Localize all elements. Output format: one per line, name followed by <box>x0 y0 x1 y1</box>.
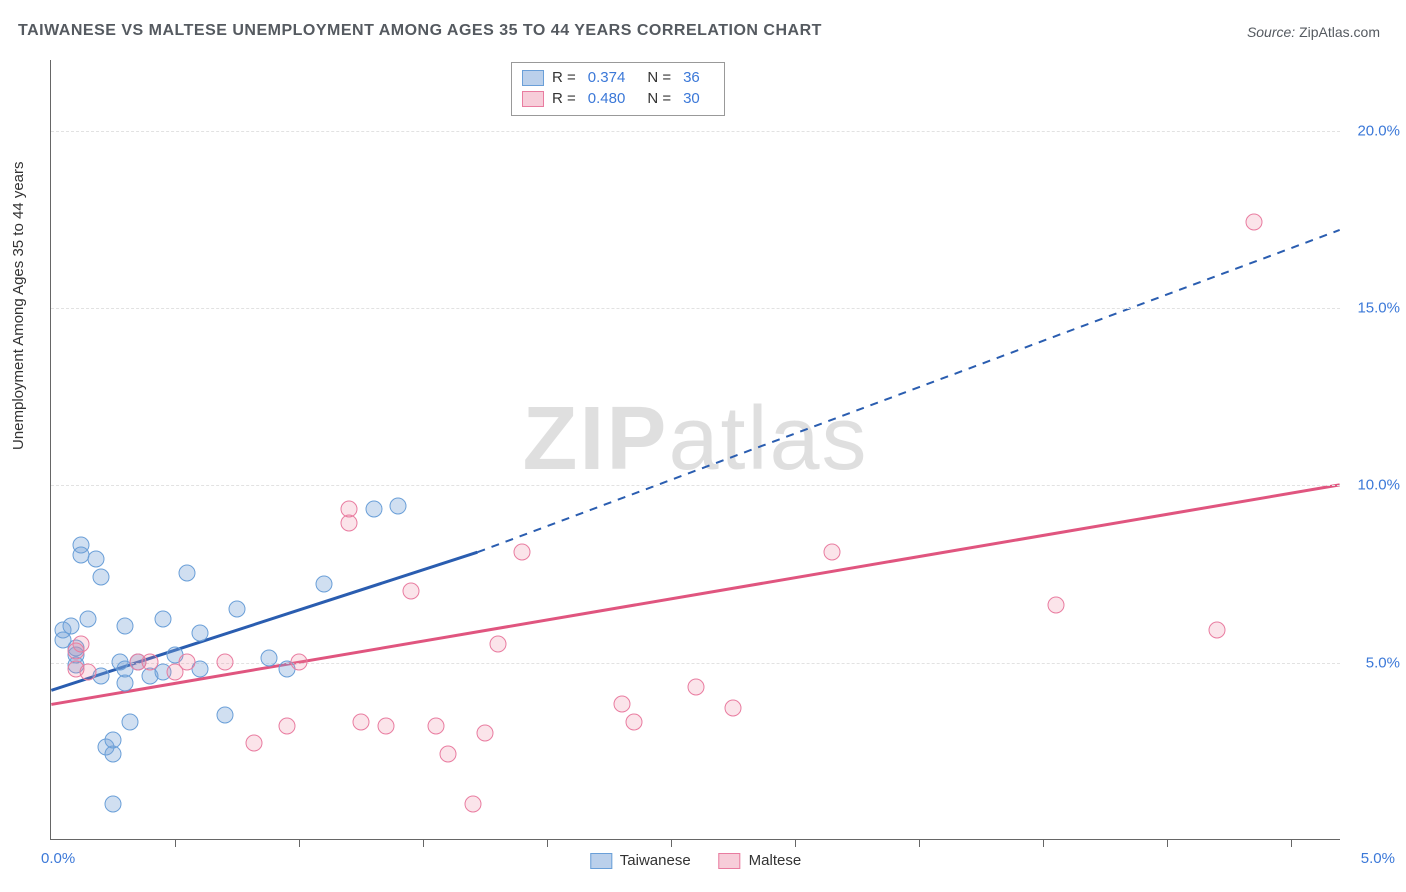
chart-title: TAIWANESE VS MALTESE UNEMPLOYMENT AMONG … <box>18 22 822 40</box>
data-point <box>105 795 122 812</box>
series-legend: Taiwanese Maltese <box>590 852 801 869</box>
x-axis-tick <box>547 839 548 847</box>
data-point <box>427 717 444 734</box>
data-point <box>725 699 742 716</box>
legend-swatch <box>522 70 544 86</box>
data-point <box>613 696 630 713</box>
source-label: Source: <box>1247 24 1295 40</box>
legend-label: Taiwanese <box>620 852 691 869</box>
gridline <box>51 131 1340 132</box>
data-point <box>246 735 263 752</box>
x-axis-tick <box>919 839 920 847</box>
data-point <box>117 675 134 692</box>
data-point <box>477 724 494 741</box>
legend-swatch <box>719 853 741 869</box>
data-point <box>315 575 332 592</box>
legend-row: R =0.374N =36 <box>522 67 714 88</box>
y-axis-tick-label: 5.0% <box>1366 654 1400 671</box>
data-point <box>80 611 97 628</box>
gridline <box>51 663 1340 664</box>
data-point <box>1246 214 1263 231</box>
data-point <box>62 618 79 635</box>
data-point <box>365 501 382 518</box>
x-axis-tick <box>299 839 300 847</box>
gridline <box>51 485 1340 486</box>
source-attribution: Source: ZipAtlas.com <box>1247 24 1380 40</box>
data-point <box>216 706 233 723</box>
data-point <box>179 565 196 582</box>
legend-item: Taiwanese <box>590 852 691 869</box>
data-point <box>117 618 134 635</box>
data-point <box>216 653 233 670</box>
data-point <box>688 678 705 695</box>
data-point <box>824 543 841 560</box>
data-point <box>514 543 531 560</box>
data-point <box>154 611 171 628</box>
data-point <box>390 497 407 514</box>
legend-item: Maltese <box>719 852 802 869</box>
legend-swatch <box>522 91 544 107</box>
data-point <box>105 731 122 748</box>
x-axis-tick-max: 5.0% <box>1361 850 1395 867</box>
legend-row: R =0.480N =30 <box>522 88 714 109</box>
data-point <box>625 714 642 731</box>
data-point <box>92 568 109 585</box>
data-point <box>229 600 246 617</box>
x-axis-tick <box>1043 839 1044 847</box>
data-point <box>191 625 208 642</box>
data-point <box>80 664 97 681</box>
data-point <box>179 653 196 670</box>
data-point <box>464 795 481 812</box>
legend-swatch <box>590 853 612 869</box>
data-point <box>142 653 159 670</box>
gridline <box>51 308 1340 309</box>
x-axis-tick <box>795 839 796 847</box>
y-axis-label: Unemployment Among Ages 35 to 44 years <box>10 161 27 450</box>
data-point <box>87 550 104 567</box>
legend-label: Maltese <box>749 852 802 869</box>
correlation-legend: R =0.374N =36R =0.480N =30 <box>511 62 725 116</box>
watermark: ZIPatlas <box>522 388 868 491</box>
data-point <box>439 745 456 762</box>
x-axis-tick <box>1291 839 1292 847</box>
x-axis-tick-min: 0.0% <box>41 850 75 867</box>
x-axis-tick <box>1167 839 1168 847</box>
y-axis-tick-label: 15.0% <box>1357 300 1400 317</box>
data-point <box>402 582 419 599</box>
y-axis-tick-label: 10.0% <box>1357 477 1400 494</box>
data-point <box>1047 597 1064 614</box>
data-point <box>340 501 357 518</box>
data-point <box>278 717 295 734</box>
x-axis-tick <box>423 839 424 847</box>
data-point <box>72 636 89 653</box>
data-point <box>377 717 394 734</box>
data-point <box>291 653 308 670</box>
data-point <box>353 714 370 731</box>
data-point <box>261 650 278 667</box>
data-point <box>122 714 139 731</box>
data-point <box>1208 621 1225 638</box>
trend-lines <box>51 60 1340 839</box>
correlation-chart: R =0.374N =36R =0.480N =30 ZIPatlas 0.0%… <box>50 60 1340 840</box>
data-point <box>489 636 506 653</box>
y-axis-tick-label: 20.0% <box>1357 122 1400 139</box>
x-axis-tick <box>671 839 672 847</box>
x-axis-tick <box>175 839 176 847</box>
source-value: ZipAtlas.com <box>1299 24 1380 40</box>
